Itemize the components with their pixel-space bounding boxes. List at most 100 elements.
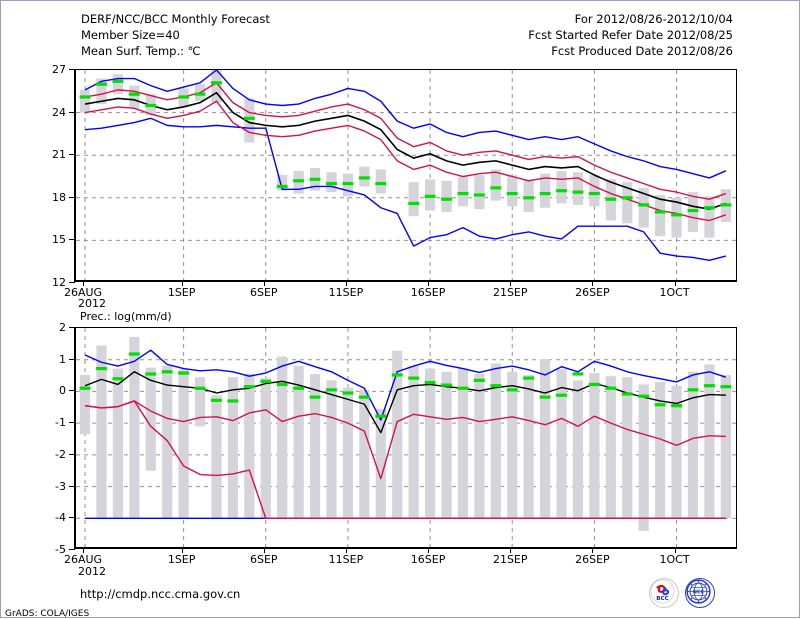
forecast-started-label: Fcst Started Refer Date 2012/08/25	[528, 28, 733, 42]
temperature-plot-area	[74, 69, 737, 282]
observation-dash	[178, 95, 190, 99]
observation-dash	[211, 398, 222, 402]
observation-dash	[572, 190, 584, 194]
spread-bar	[96, 78, 107, 105]
observation-dash	[128, 352, 140, 356]
x-axis-tick	[428, 549, 430, 553]
observation-dash	[96, 366, 107, 371]
observation-dash	[457, 386, 469, 390]
chart-title: DERF/NCC/BCC Monthly Forecast	[81, 12, 270, 26]
spread-bar	[260, 378, 271, 519]
observation-dash	[490, 384, 502, 388]
y-axis-tick	[69, 517, 75, 519]
y-axis-tick	[69, 154, 75, 156]
spread-bar	[277, 356, 288, 519]
spread-bar	[194, 377, 206, 427]
observation-dash	[638, 203, 650, 207]
y-axis-tick-label: 24	[52, 105, 66, 119]
observation-dash	[704, 384, 715, 388]
min-line	[84, 117, 727, 261]
observation-dash	[621, 196, 633, 200]
spread-bar	[720, 374, 731, 519]
member-size-label: Member Size=40	[81, 28, 180, 42]
y-axis-tick	[69, 485, 75, 487]
observation-dash	[309, 395, 321, 399]
spread-bar	[523, 374, 534, 519]
observation-dash	[194, 386, 206, 390]
ensemble-mean-line	[84, 371, 726, 434]
spread-bar	[392, 350, 403, 519]
spread-bar	[178, 369, 189, 519]
observation-dash	[293, 179, 305, 183]
observation-dash	[243, 385, 255, 389]
observation-dash	[243, 116, 255, 120]
x-axis-tick-label: 26AUG	[63, 286, 103, 299]
spread-bar	[211, 395, 222, 519]
spread-bar	[293, 366, 304, 519]
observation-dash	[556, 189, 567, 193]
bcc-logo: BCC	[649, 578, 679, 608]
spread-bar	[112, 74, 123, 95]
spread-bar	[589, 175, 600, 207]
observation-dash	[473, 193, 485, 197]
observation-dash	[441, 383, 452, 387]
y-axis-tick-label: 21	[52, 148, 66, 162]
x-axis-tick-label: 11SEP	[328, 286, 364, 299]
spread-bar	[572, 172, 584, 205]
spread-bar	[655, 381, 666, 519]
svg-text:NCC: NCC	[693, 589, 705, 595]
source-url[interactable]: http://cmdp.ncc.cma.gov.cn	[80, 587, 241, 601]
spread-bar	[244, 98, 255, 143]
observation-dash	[194, 92, 206, 96]
y-axis-tick-label: 12	[52, 276, 66, 289]
x-axis-tick-label: 21SEP	[492, 286, 528, 299]
observation-dash	[539, 395, 551, 399]
y-axis-tick-label: 1	[59, 352, 66, 366]
spread-bar	[457, 176, 469, 207]
x-axis-tick	[674, 282, 676, 286]
x-axis-tick-label: 1OCT	[659, 286, 690, 299]
observation-dash	[523, 196, 535, 200]
spread-bar	[112, 368, 123, 519]
spread-bar	[441, 180, 452, 212]
spread-bar	[457, 368, 469, 519]
x-axis-tick-label: 26SEP	[575, 286, 610, 299]
max-line	[84, 70, 727, 179]
y-axis-tick-label: -2	[55, 447, 66, 461]
x-axis-tick-label: 6SEP	[249, 553, 278, 566]
spread-bar	[572, 380, 584, 519]
observation-dash	[654, 403, 666, 407]
observation-dash	[704, 206, 715, 210]
y-axis-tick-label: 15	[52, 233, 66, 247]
y-axis-tick	[69, 422, 75, 424]
observation-dash	[358, 176, 370, 180]
x-axis-tick-label: 6SEP	[249, 286, 278, 299]
spread-bar	[326, 380, 337, 519]
y-axis-tick	[69, 111, 75, 113]
observation-dash	[671, 404, 682, 408]
spread-bar	[605, 376, 616, 519]
x-axis-tick	[83, 282, 85, 286]
observation-dash	[539, 191, 551, 196]
x-axis-tick	[181, 282, 183, 286]
y-axis-tick-label: -3	[55, 479, 66, 493]
spread-bar	[474, 175, 485, 210]
spread-bar	[622, 182, 633, 224]
svg-text:BCC: BCC	[656, 596, 668, 602]
precipitation-x-axis-year: 2012	[78, 565, 106, 578]
observation-dash	[408, 376, 420, 380]
x-axis-tick	[592, 549, 594, 553]
observation-dash	[161, 370, 173, 374]
spread-bar	[556, 170, 567, 204]
spread-bar	[408, 366, 419, 519]
spread-bar	[145, 367, 156, 471]
x-axis-tick	[263, 282, 265, 286]
spread-bar	[556, 369, 567, 519]
y-axis-tick-label: -5	[55, 543, 66, 556]
observation-dash	[96, 82, 107, 86]
x-axis-tick	[83, 549, 85, 553]
spread-bar	[211, 70, 222, 103]
observation-dash	[671, 213, 682, 217]
x-axis-tick-label: 16SEP	[410, 286, 446, 299]
spread-bar	[589, 373, 600, 519]
